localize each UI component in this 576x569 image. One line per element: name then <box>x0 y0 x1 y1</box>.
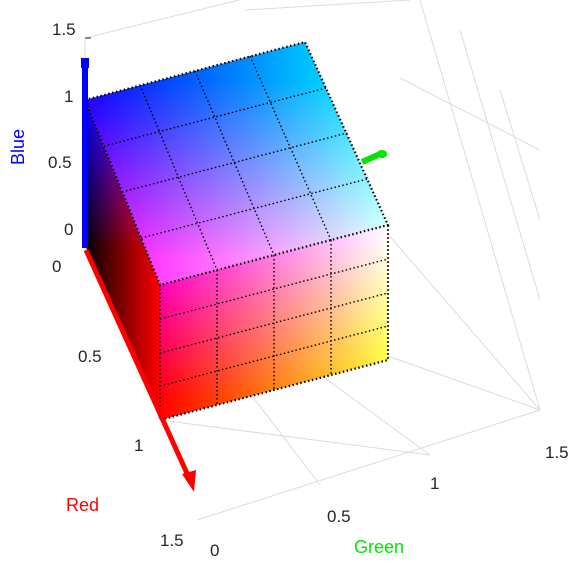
red-tick-1-5: 1.5 <box>160 531 184 550</box>
cube-grid-lines <box>103 55 389 405</box>
cube-top-face <box>85 42 388 285</box>
red-axis-label: Red <box>66 495 99 515</box>
green-tick-1-5: 1.5 <box>545 443 569 462</box>
green-tick-1: 1 <box>430 474 439 493</box>
green-axis-label: Green <box>354 537 404 557</box>
red-axis-arrow <box>83 248 196 492</box>
background-grid <box>84 0 541 521</box>
green-axis-arrow <box>360 150 387 165</box>
green-tick-0: 0 <box>210 541 219 560</box>
cube-edges <box>83 40 390 422</box>
blue-axis-label: Blue <box>8 129 28 165</box>
red-axis-ticks: 0 0.5 1 1.5 <box>52 257 184 550</box>
cube-left-face <box>85 100 160 420</box>
blue-tick-0-5: 0.5 <box>48 153 72 172</box>
blue-tick-1: 1 <box>64 87 73 106</box>
red-tick-1: 1 <box>134 436 143 455</box>
blue-axis-ticks: 1.5 1 0.5 0 <box>48 20 91 239</box>
green-tick-0-5: 0.5 <box>327 507 351 526</box>
green-axis-ticks: 0 0.5 1 1.5 <box>210 443 569 560</box>
red-tick-0-5: 0.5 <box>78 347 102 366</box>
blue-tick-0: 0 <box>64 220 73 239</box>
blue-axis-arrow <box>81 58 89 248</box>
red-tick-0: 0 <box>52 257 61 276</box>
blue-tick-1-5: 1.5 <box>52 20 76 39</box>
rgb-cube <box>83 40 390 422</box>
